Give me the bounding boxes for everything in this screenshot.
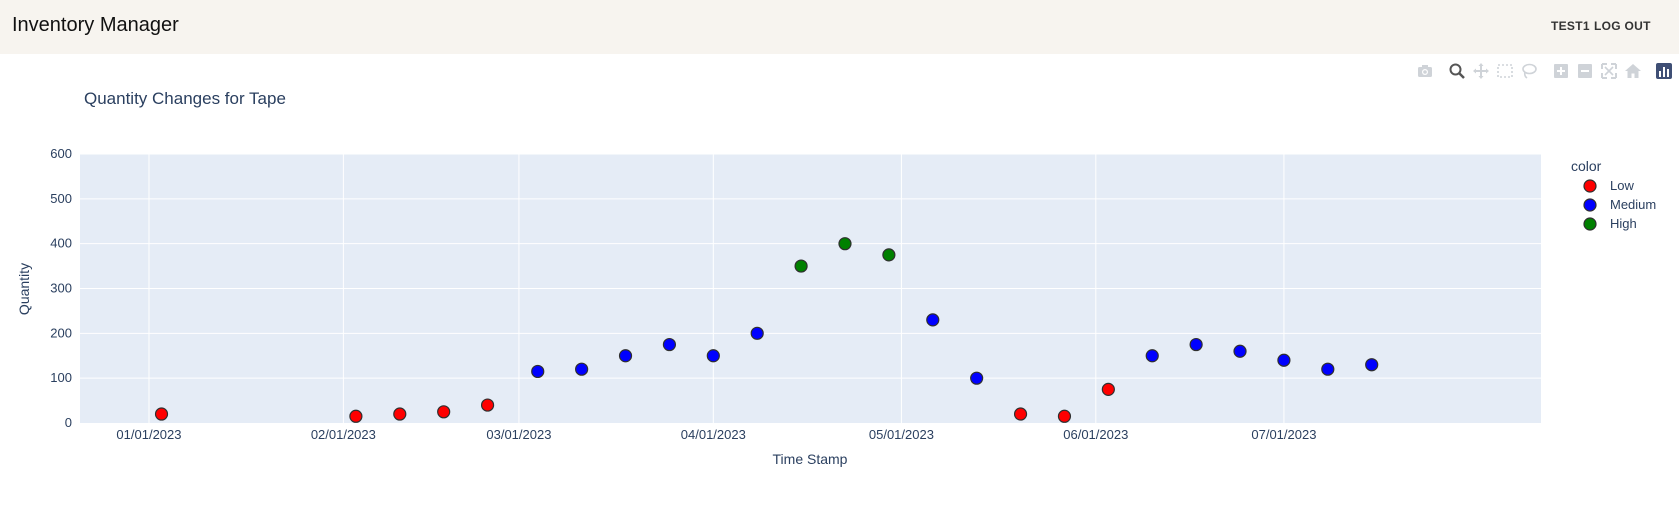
data-point-low[interactable] <box>154 407 169 421</box>
data-point-high[interactable] <box>882 248 896 262</box>
data-point-medium[interactable] <box>662 337 677 352</box>
y-axis-title: Quantity <box>16 263 32 315</box>
data-point-medium[interactable] <box>618 349 633 363</box>
x-axis-ticks: 01/01/2023 02/01/2023 03/01/2023 04/01/2023… <box>116 427 1316 442</box>
y-axis-ticks: 0 100 200 300 400 500 600 <box>50 146 72 430</box>
data-point-medium[interactable] <box>1277 353 1291 367</box>
legend-marker-low[interactable] <box>1583 179 1597 193</box>
data-point-medium[interactable] <box>970 371 984 385</box>
y-tick-label: 400 <box>50 236 72 251</box>
scatter-chart: Quantity Changes for Tape 0 100 200 300 400 5… <box>16 89 1656 467</box>
y-tick-label: 500 <box>50 191 72 206</box>
plotly-logo-icon[interactable] <box>1655 62 1673 80</box>
app-title: Inventory Manager <box>12 14 179 36</box>
legend-label[interactable]: Low <box>1610 178 1634 193</box>
autoscale-icon[interactable] <box>1600 62 1618 80</box>
data-point-medium[interactable] <box>531 364 545 379</box>
data-point-medium[interactable] <box>750 326 764 340</box>
logout-button[interactable]: LOG OUT <box>1594 19 1651 33</box>
grid-lines <box>80 153 1541 423</box>
data-point-low[interactable] <box>437 405 451 419</box>
data-point-medium[interactable] <box>1233 344 1247 358</box>
y-tick-label: 200 <box>50 325 72 340</box>
data-point-high[interactable] <box>838 237 852 251</box>
data-point-medium[interactable] <box>706 349 720 363</box>
legend-label[interactable]: High <box>1610 216 1637 231</box>
reset-axes-icon[interactable] <box>1624 62 1642 80</box>
pan-icon[interactable] <box>1472 62 1490 80</box>
zoom-in-icon[interactable] <box>1552 62 1570 80</box>
x-axis-title: Time Stamp <box>773 451 848 467</box>
box-select-icon[interactable] <box>1496 62 1514 80</box>
data-point-low[interactable] <box>1101 382 1115 396</box>
x-tick-label: 06/01/2023 <box>1063 427 1128 442</box>
data-points <box>154 237 1379 423</box>
x-tick-label: 07/01/2023 <box>1251 427 1316 442</box>
chart-title: Quantity Changes for Tape <box>84 89 286 108</box>
data-point-low[interactable] <box>1057 409 1072 423</box>
legend-marker-medium[interactable] <box>1583 198 1597 212</box>
y-tick-label: 300 <box>50 281 72 296</box>
y-tick-label: 100 <box>50 370 72 385</box>
zoom-out-icon[interactable] <box>1576 62 1594 80</box>
data-point-medium[interactable] <box>1145 349 1159 363</box>
data-point-medium[interactable] <box>1321 362 1335 376</box>
x-tick-label: 02/01/2023 <box>311 427 376 442</box>
data-point-high[interactable] <box>794 259 808 273</box>
data-point-medium[interactable] <box>926 313 940 327</box>
x-tick-label: 05/01/2023 <box>869 427 934 442</box>
x-tick-label: 01/01/2023 <box>116 427 181 442</box>
camera-icon[interactable] <box>1416 62 1434 80</box>
legend-title: color <box>1571 158 1602 174</box>
data-point-low[interactable] <box>1013 407 1028 421</box>
data-point-medium[interactable] <box>1189 337 1203 352</box>
data-point-medium[interactable] <box>1365 358 1379 372</box>
legend-marker-high[interactable] <box>1583 217 1597 231</box>
x-tick-label: 03/01/2023 <box>486 427 551 442</box>
y-tick-label: 0 <box>65 415 72 430</box>
app-bar: Inventory Manager TEST1 LOG OUT <box>0 0 1679 54</box>
data-point-medium[interactable] <box>575 362 589 376</box>
legend-label[interactable]: Medium <box>1610 197 1656 212</box>
legend: color Low Medium High <box>1571 158 1656 231</box>
x-tick-label: 04/01/2023 <box>681 427 746 442</box>
data-point-low[interactable] <box>349 409 363 423</box>
zoom-icon[interactable] <box>1448 62 1466 80</box>
lasso-icon[interactable] <box>1520 62 1538 80</box>
data-point-low[interactable] <box>393 407 407 421</box>
data-point-low[interactable] <box>480 398 495 412</box>
user-button[interactable]: TEST1 <box>1551 19 1590 33</box>
y-tick-label: 600 <box>50 146 72 161</box>
